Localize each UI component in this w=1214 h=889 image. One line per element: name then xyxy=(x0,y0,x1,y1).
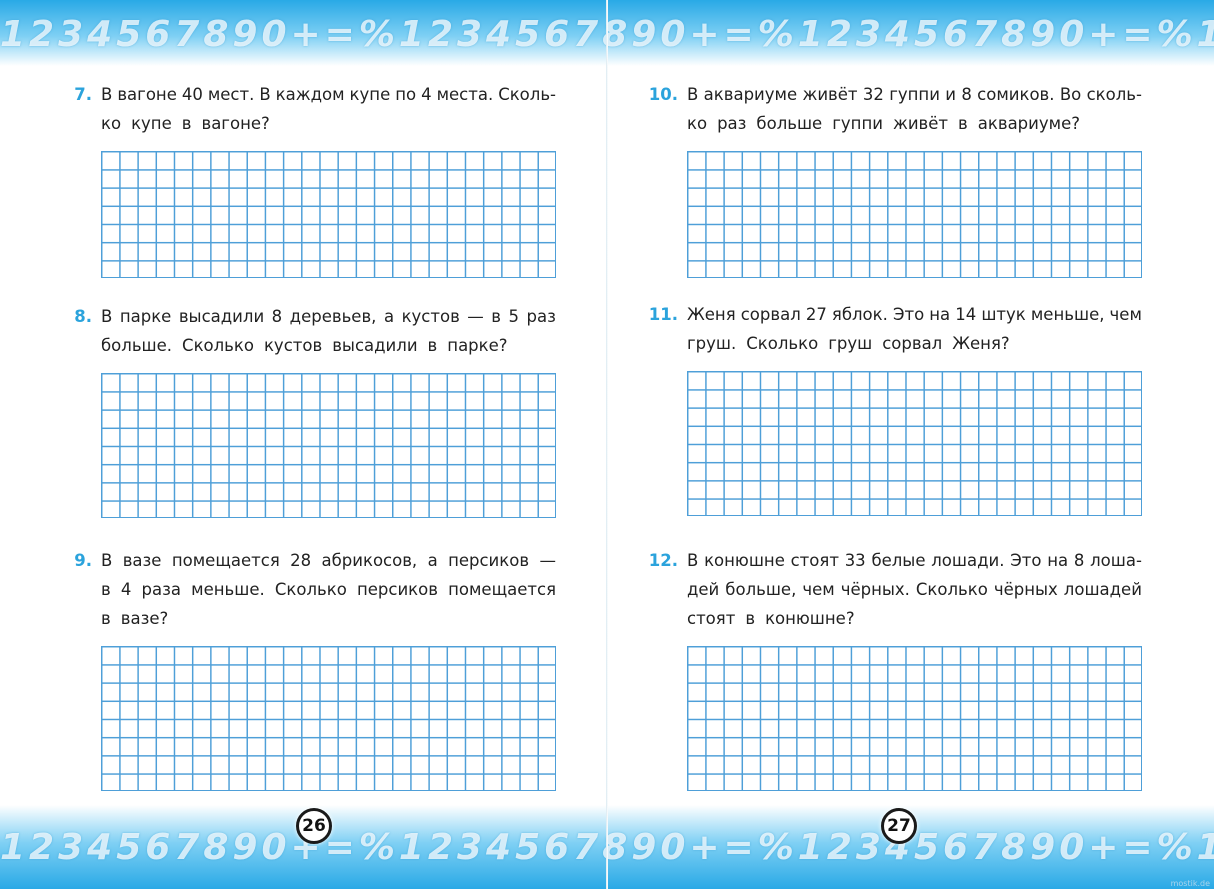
problem-line: стоят в конюшне? xyxy=(687,609,855,628)
problem-line: в вазе? xyxy=(101,609,169,628)
banner-digits: 1234567890+=% xyxy=(398,14,798,55)
answer-grid xyxy=(101,373,556,518)
answer-grid xyxy=(101,646,556,791)
problem: 11. Женя сорвал 27 яблок. Это на 14 штук меньше, ч… xyxy=(649,300,1142,358)
answer-grid xyxy=(687,646,1142,791)
problem-line: ко купе в вагоне? xyxy=(101,114,270,133)
banner-digits: 1234567890+=% xyxy=(1197,0,1214,55)
banner-digits: 1234567890+=% xyxy=(0,827,399,868)
banner-digits: 1234567890+=% xyxy=(398,827,798,868)
banner-digits: 1234567890+=% xyxy=(797,827,1197,868)
problem-number: 9. xyxy=(74,551,92,570)
problem-line: дей больше, чем чёрных. Сколько чёрных лошадей xyxy=(687,580,1142,599)
problem-number: 7. xyxy=(74,85,92,104)
banner-digits: 1234567890+=% xyxy=(0,14,399,55)
page-fold xyxy=(606,0,608,889)
answer-grid xyxy=(101,151,556,278)
problem-number: 11. xyxy=(648,305,678,324)
banner-digits: 1234567890+=% xyxy=(797,14,1197,55)
banner-digits: 1234567890+=% xyxy=(1197,805,1214,868)
problem-line: больше. Сколько кустов высадили в парке? xyxy=(101,336,508,355)
answer-grid xyxy=(687,371,1142,516)
problem-line: в 4 раза меньше. Сколько персиков помещается xyxy=(101,580,556,599)
problem-number: 12. xyxy=(648,551,678,570)
problem-line: груш. Сколько груш сорвал Женя? xyxy=(687,334,1010,353)
answer-grid xyxy=(687,151,1142,278)
problem-line: Женя сорвал 27 яблок. Это на 14 штук меньше, чем xyxy=(687,305,1142,324)
problem-line: ко раз больше гуппи живёт в аквариуме? xyxy=(687,114,1080,133)
problem-number: 10. xyxy=(648,85,678,104)
problem-number: 8. xyxy=(74,307,92,326)
page-number: 27 xyxy=(881,808,917,844)
watermark: mostik.de xyxy=(1170,879,1210,888)
page-number: 26 xyxy=(296,808,332,844)
